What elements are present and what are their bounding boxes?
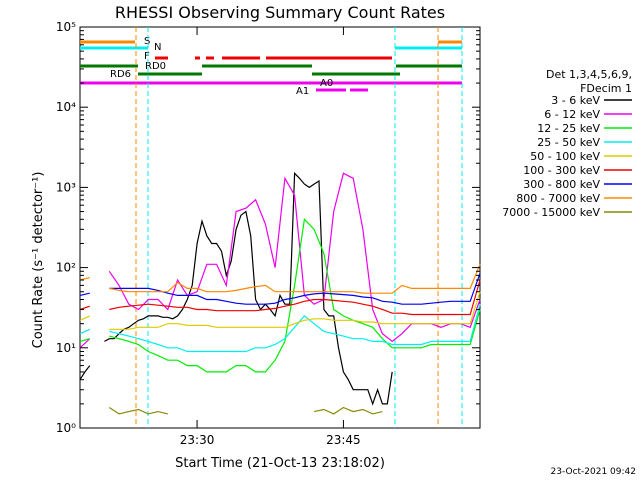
legend-label: 6 - 12 keV	[544, 108, 600, 121]
legend-label: 25 - 50 keV	[537, 136, 600, 149]
y-axis-title: Count Rate (s⁻¹ detector⁻¹)	[31, 172, 46, 349]
series-line-6	[79, 273, 481, 305]
legend-label: 12 - 25 keV	[537, 122, 600, 135]
series-line-0	[79, 171, 393, 406]
series-line-3	[79, 304, 481, 353]
x-axis-title: Start Time (21-Oct-13 23:18:02)	[175, 456, 385, 471]
series-line-2	[79, 218, 481, 373]
y-tick-label: 10³	[56, 180, 76, 194]
y-tick-label: 10²	[56, 261, 76, 275]
series-line-8	[108, 406, 383, 415]
y-tick-label: 10¹	[56, 341, 76, 355]
series-line-5	[79, 279, 481, 316]
flag-label: N	[154, 42, 161, 53]
legend-label: 800 - 7000 keV	[516, 192, 600, 205]
plot-frame	[79, 26, 481, 429]
series-line-4	[79, 291, 481, 330]
flag-label: F	[144, 51, 150, 62]
legend-header: FDecim 1	[580, 82, 632, 95]
flag-label: A1	[296, 86, 309, 97]
chart-title: RHESSI Observing Summary Count Rates	[115, 3, 445, 22]
legend-label: 7000 - 15000 keV	[502, 206, 600, 219]
y-tick-label: 10⁴	[56, 100, 76, 114]
footer-timestamp: 23-Oct-2021 09:42	[551, 467, 636, 477]
legend-label: 100 - 300 keV	[523, 164, 600, 177]
x-tick-label: 23:30	[180, 433, 215, 447]
flag-label: RD6	[110, 69, 131, 80]
flag-label: RD0	[145, 61, 166, 72]
y-tick-label: 10⁰	[56, 421, 76, 435]
legend-label: 3 - 6 keV	[551, 94, 600, 107]
legend-header: Det 1,3,4,5,6,9,	[546, 68, 632, 81]
flag-label: S	[144, 36, 150, 47]
legend-label: 300 - 800 keV	[523, 178, 600, 191]
x-tick-label: 23:45	[326, 433, 361, 447]
legend-label: 50 - 100 keV	[530, 150, 600, 163]
flag-label: A0	[320, 78, 333, 89]
y-tick-label: 10⁵	[56, 20, 76, 34]
